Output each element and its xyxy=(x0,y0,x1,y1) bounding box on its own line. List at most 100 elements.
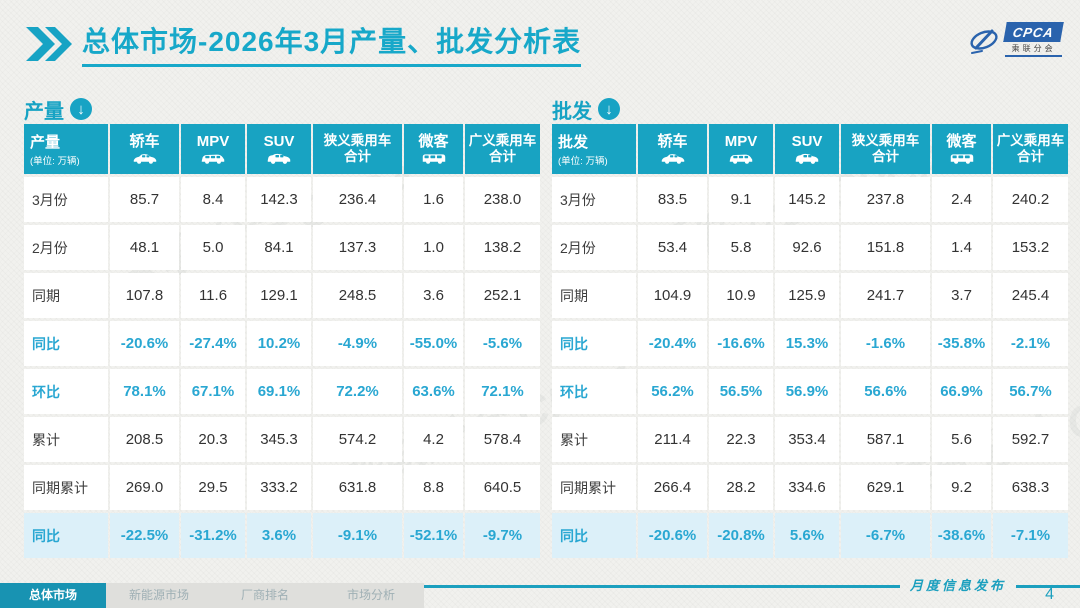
column-header-wholesale-4: 微客 xyxy=(932,124,991,174)
tab-2[interactable]: 厂商排名 xyxy=(212,583,318,608)
table-cell: 631.8 xyxy=(313,465,402,510)
table-cell: 10.2% xyxy=(247,321,311,366)
table-cell: -4.9% xyxy=(313,321,402,366)
production-section-label: 产量 ↓ xyxy=(24,94,540,124)
tab-3[interactable]: 市场分析 xyxy=(318,583,424,608)
tab-1[interactable]: 新能源市场 xyxy=(106,583,212,608)
table-cell: 5.6% xyxy=(775,513,839,558)
footer-ribbon: 月度信息发布 xyxy=(0,577,1080,596)
row-label: 同比 xyxy=(552,513,636,558)
column-header-wholesale-1: MPV xyxy=(709,124,773,174)
row-label: 累计 xyxy=(552,417,636,462)
table-cell: 8.4 xyxy=(181,177,245,222)
sedan-car-icon xyxy=(660,152,686,165)
column-header-production-0: 轿车 xyxy=(110,124,179,174)
table-cell: 29.5 xyxy=(181,465,245,510)
row-label: 3月份 xyxy=(552,177,636,222)
table-cell: 5.0 xyxy=(181,225,245,270)
table-cell: 9.1 xyxy=(709,177,773,222)
production-table: 产量 (单位: 万辆) 轿车 MPV SUV 狭义乘用车 合计 微客 广义乘用车 合计 3月份 85.… xyxy=(24,124,540,558)
row-label: 环比 xyxy=(552,369,636,414)
table-cell: 252.1 xyxy=(465,273,540,318)
wholesale-section-label: 批发 ↓ xyxy=(552,94,1068,124)
table-cell: -55.0% xyxy=(404,321,463,366)
table-cell: -20.6% xyxy=(110,321,179,366)
table-cell: 587.1 xyxy=(841,417,930,462)
table-cell: 83.5 xyxy=(638,177,707,222)
row-label: 环比 xyxy=(24,369,108,414)
table-cell: 2.4 xyxy=(932,177,991,222)
row-label: 同期 xyxy=(24,273,108,318)
table-cell: 1.4 xyxy=(932,225,991,270)
table-cell: 266.4 xyxy=(638,465,707,510)
tab-0[interactable]: 总体市场 xyxy=(0,583,106,608)
table-cell: -2.1% xyxy=(993,321,1068,366)
wholesale-table: 批发 (单位: 万辆) 轿车 MPV SUV 狭义乘用车 合计 微客 广义乘用车 合计 3月份 83.… xyxy=(552,124,1068,558)
table-cell: 269.0 xyxy=(110,465,179,510)
table-cell: 15.3% xyxy=(775,321,839,366)
table-cell: 69.1% xyxy=(247,369,311,414)
table-cell: -35.8% xyxy=(932,321,991,366)
table-cell: 129.1 xyxy=(247,273,311,318)
table-cell: 84.1 xyxy=(247,225,311,270)
table-cell: -16.6% xyxy=(709,321,773,366)
table-cell: 104.9 xyxy=(638,273,707,318)
footer-line-left xyxy=(0,585,900,588)
column-header-production-2: SUV xyxy=(247,124,311,174)
suv-car-icon xyxy=(794,152,820,165)
table-cell: 72.2% xyxy=(313,369,402,414)
table-cell: 5.8 xyxy=(709,225,773,270)
table-cell: 11.6 xyxy=(181,273,245,318)
cpca-swoosh-icon xyxy=(970,29,998,54)
table-cell: 28.2 xyxy=(709,465,773,510)
table-cell: 151.8 xyxy=(841,225,930,270)
table-cell: -9.1% xyxy=(313,513,402,558)
table-cell: 56.5% xyxy=(709,369,773,414)
table-cell: -22.5% xyxy=(110,513,179,558)
mpv-car-icon xyxy=(728,152,754,165)
row-label: 累计 xyxy=(24,417,108,462)
table-cell: 236.4 xyxy=(313,177,402,222)
table-cell: 211.4 xyxy=(638,417,707,462)
table-cell: -52.1% xyxy=(404,513,463,558)
table-cell: 56.7% xyxy=(993,369,1068,414)
down-arrow-icon: ↓ xyxy=(598,98,620,120)
table-cell: -5.6% xyxy=(465,321,540,366)
table-cell: 333.2 xyxy=(247,465,311,510)
page-title: 总体市场-2026年3月产量、批发分析表 xyxy=(82,20,582,67)
table-cell: 353.4 xyxy=(775,417,839,462)
page-number: 4 xyxy=(1045,586,1054,603)
column-header-production-1: MPV xyxy=(181,124,245,174)
logo-brand-text: CPCA xyxy=(1003,22,1064,42)
table-cell: 125.9 xyxy=(775,273,839,318)
table-cell: -1.6% xyxy=(841,321,930,366)
row-label: 同比 xyxy=(24,321,108,366)
table-cell: 67.1% xyxy=(181,369,245,414)
table-cell: 137.3 xyxy=(313,225,402,270)
table-cell: 20.3 xyxy=(181,417,245,462)
table-cell: 240.2 xyxy=(993,177,1068,222)
table-cell: 245.4 xyxy=(993,273,1068,318)
production-section: 产量 ↓ 产量 (单位: 万辆) 轿车 MPV SUV 狭义乘用车 合计 微客 广义乘用车 合计 3… xyxy=(24,94,540,558)
table-corner-wholesale: 批发 (单位: 万辆) xyxy=(552,124,636,174)
column-header-wholesale-5: 广义乘用车 合计 xyxy=(993,124,1068,174)
table-cell: 107.8 xyxy=(110,273,179,318)
table-cell: -7.1% xyxy=(993,513,1068,558)
column-header-production-3: 狭义乘用车 合计 xyxy=(313,124,402,174)
table-cell: 48.1 xyxy=(110,225,179,270)
section-label-text: 产量 xyxy=(24,100,64,123)
table-cell: 237.8 xyxy=(841,177,930,222)
table-cell: 3.6% xyxy=(247,513,311,558)
table-cell: 1.0 xyxy=(404,225,463,270)
table-cell: 63.6% xyxy=(404,369,463,414)
table-cell: 248.5 xyxy=(313,273,402,318)
table-cell: 1.6 xyxy=(404,177,463,222)
table-cell: -38.6% xyxy=(932,513,991,558)
table-cell: 145.2 xyxy=(775,177,839,222)
logo-sub-text: 乘联分会 xyxy=(1005,43,1062,57)
table-cell: 3.7 xyxy=(932,273,991,318)
table-cell: 92.6 xyxy=(775,225,839,270)
table-cell: 8.8 xyxy=(404,465,463,510)
table-cell: 138.2 xyxy=(465,225,540,270)
row-label: 同比 xyxy=(552,321,636,366)
